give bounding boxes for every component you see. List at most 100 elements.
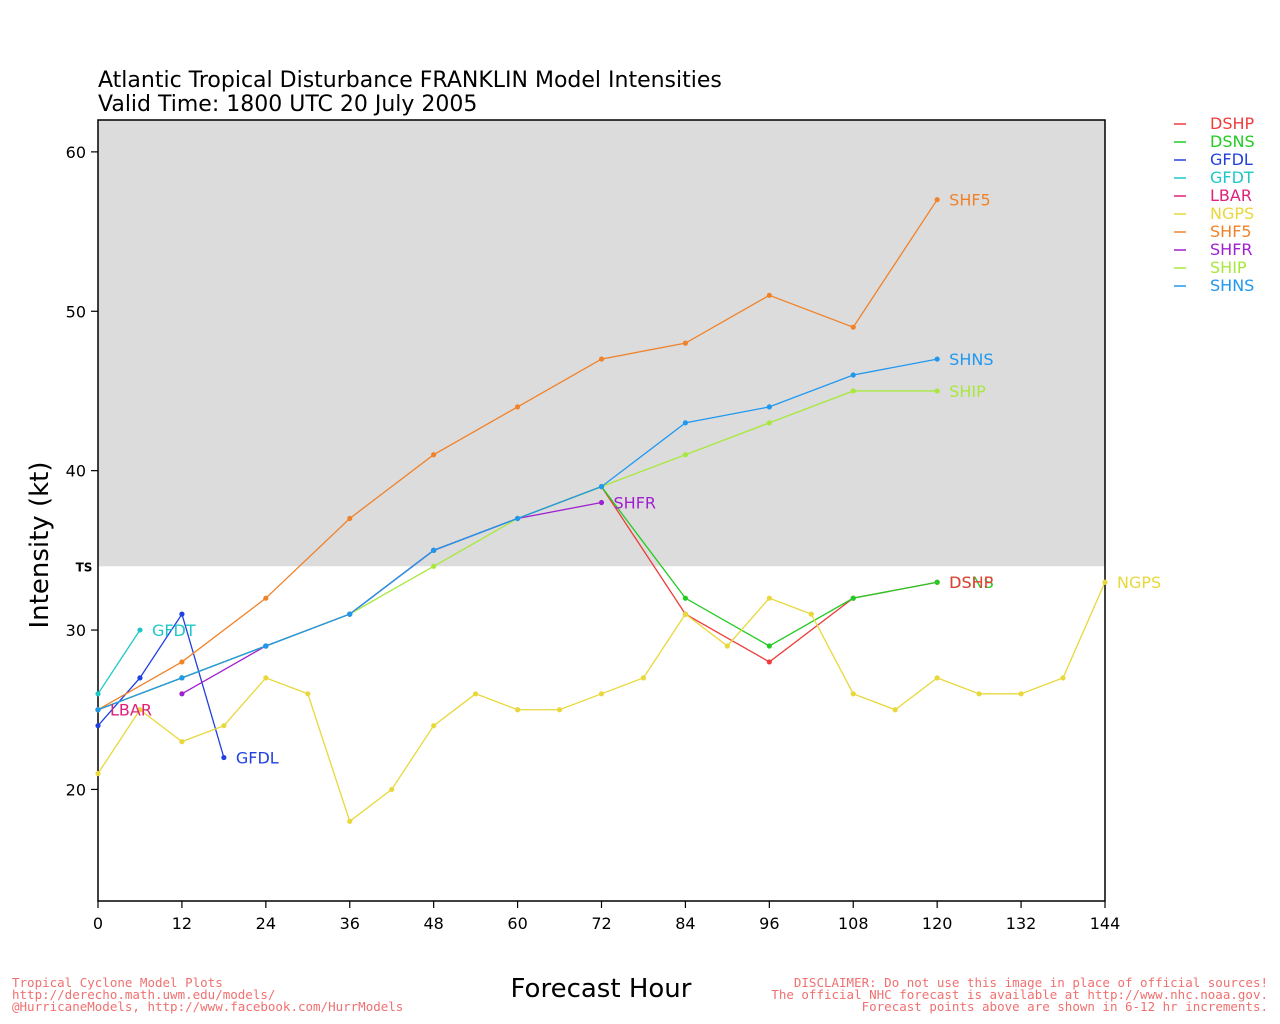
series-point-shns-84 [682, 420, 689, 426]
x-tick-label-48: 48 [423, 914, 443, 933]
series-point-ship-120 [934, 388, 940, 394]
series-point-ngps-84 [682, 611, 689, 617]
series-point-shns-24 [263, 643, 269, 649]
series-point-dsns-84 [682, 595, 689, 601]
series-point-dsns-96 [766, 643, 772, 649]
series-point-ngps-120 [934, 675, 940, 681]
series-point-shf5-120 [934, 197, 940, 203]
x-axis-title: Forecast Hour [511, 974, 692, 1004]
series-point-ngps-12 [179, 739, 185, 745]
series-point-ngps-36 [347, 818, 353, 824]
series-point-ngps-108 [850, 691, 856, 697]
series-point-ship-84 [682, 452, 689, 458]
series-line-gfdt [97, 629, 141, 695]
series-end-label-dsns: DSNS [949, 573, 994, 592]
series-point-ngps-0 [95, 770, 101, 777]
series-end-label-ngps: NGPS [1117, 573, 1161, 592]
series-line-ngps [97, 581, 1106, 823]
series-point-shf5-24 [263, 595, 269, 601]
legend-label-shfr: SHFR [1210, 240, 1253, 259]
series-end-label-gfdl: GFDL [236, 749, 279, 768]
series-point-shf5-48 [431, 452, 437, 458]
series-point-ngps-114 [892, 707, 898, 713]
series-point-ngps-54 [473, 691, 479, 697]
series-point-ngps-102 [808, 611, 814, 617]
x-tick-label-24: 24 [256, 914, 276, 933]
series-point-shf5-108 [850, 324, 856, 330]
series-point-ngps-6 [137, 707, 143, 713]
series-point-ngps-24 [263, 675, 269, 681]
x-tick-label-12: 12 [172, 914, 192, 933]
chart-title: Atlantic Tropical Disturbance FRANKLIN M… [98, 68, 722, 93]
x-tick-label-0: 0 [93, 914, 103, 933]
y-tick-label-60: 60 [66, 143, 86, 162]
series-point-shns-0 [95, 707, 101, 713]
series-point-ngps-60 [514, 707, 521, 713]
series-point-shns-72 [598, 483, 605, 490]
series-point-shfr-72 [598, 499, 605, 506]
series-point-shns-36 [347, 611, 353, 617]
series-point-gfdl-18 [221, 754, 227, 761]
series-point-ngps-90 [724, 643, 730, 649]
footer-left-line-2: http://derecho.math.uwm.edu/models/ [12, 987, 275, 1002]
series-point-gfdl-0 [95, 723, 101, 729]
series-point-shf5-36 [347, 515, 353, 522]
series-point-shns-60 [514, 515, 521, 522]
series-point-ngps-138 [1060, 675, 1066, 681]
footer-disclaimer-line-3: Forecast points above are shown in 6-12 … [862, 999, 1268, 1014]
ts-band-label: TS [76, 560, 93, 574]
x-tick-label-120: 120 [922, 914, 953, 933]
series-point-ngps-18 [221, 723, 227, 729]
chart-subtitle: Valid Time: 1800 UTC 20 July 2005 [98, 92, 477, 117]
series-point-shns-12 [179, 675, 185, 681]
footer-disclaimer-line-2: The official NHC forecast is available a… [771, 987, 1268, 1002]
series-point-gfdl-6 [137, 675, 143, 681]
legend-label-shf5: SHF5 [1210, 222, 1252, 241]
footer-left-line-1: Tropical Cyclone Model Plots [12, 975, 223, 990]
series-point-ngps-48 [431, 723, 437, 729]
legend-label-gfdl: GFDL [1210, 150, 1253, 169]
legend-label-ngps: NGPS [1210, 204, 1254, 223]
series-point-shns-120 [934, 356, 940, 362]
series-point-shfr-12 [179, 691, 185, 697]
legend-label-shns: SHNS [1210, 276, 1254, 295]
legend-label-dshp: DSHP [1210, 114, 1255, 133]
series-point-ngps-78 [640, 675, 647, 681]
series-point-ngps-66 [556, 707, 563, 713]
plot-area: TS 0 12 24 36 48 60 72 84 96 108 120 132 144 20 30 40 50 6… [66, 119, 1161, 933]
x-tick-label-36: 36 [340, 914, 360, 933]
series-point-shf5-96 [766, 292, 772, 298]
series-point-ngps-30 [305, 691, 311, 697]
series-point-shf5-72 [598, 356, 605, 362]
legend-label-ship: SHIP [1210, 258, 1247, 277]
series-point-gfdt-0 [95, 691, 101, 697]
footer-left-line-3: @HurricaneModels, http://www.facebook.co… [12, 999, 403, 1014]
x-tick-label-144: 144 [1090, 914, 1121, 933]
series-point-shns-108 [850, 372, 856, 378]
x-tick-label-84: 84 [675, 914, 695, 933]
series-point-shf5-84 [682, 340, 689, 346]
legend-label-dsns: DSNS [1210, 132, 1255, 151]
legend-label-lbar: LBAR [1210, 186, 1252, 205]
series-point-ngps-144 [1102, 579, 1108, 585]
series-point-ship-96 [766, 420, 772, 426]
x-tick-label-72: 72 [591, 914, 611, 933]
series-point-dsns-108 [850, 595, 856, 601]
series-point-ngps-72 [598, 691, 605, 697]
series-point-shns-48 [431, 547, 437, 553]
series-point-ship-108 [850, 388, 856, 394]
legend-label-gfdt: GFDT [1210, 168, 1254, 187]
y-tick-label-50: 50 [66, 302, 86, 321]
series-point-gfdl-12 [179, 611, 185, 617]
series-end-label-gfdt: GFDT [152, 621, 196, 640]
series-point-ngps-42 [389, 786, 395, 793]
y-tick-label-40: 40 [66, 462, 86, 481]
y-tick-label-20: 20 [66, 780, 86, 799]
ts-band [98, 120, 1105, 567]
series-end-label-shns: SHNS [949, 350, 993, 369]
x-tick-label-60: 60 [507, 914, 527, 933]
series-point-shf5-60 [514, 404, 521, 410]
y-tick-label-30: 30 [66, 621, 86, 640]
x-tick-label-132: 132 [1006, 914, 1037, 933]
